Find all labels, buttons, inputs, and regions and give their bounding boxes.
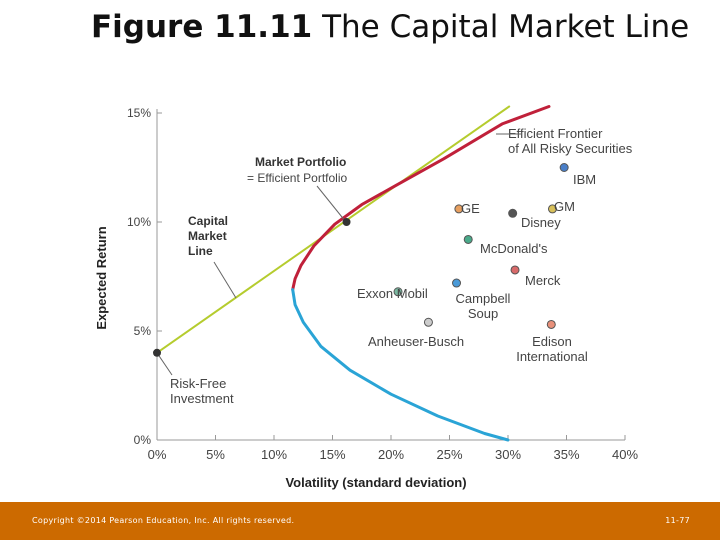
ibm-label-line-1: IBM: [573, 172, 596, 187]
cml-leader-line: [213, 261, 237, 299]
capital-market-line-chart: 0% 5% 10% 15% 20% 25% 30% 35% 40% 0% 5% 10% 15% Volat…: [94, 105, 638, 490]
x-tick-label: 5%: [206, 447, 225, 462]
x-tick-label: 20%: [378, 447, 404, 462]
disney-label-line-1: Disney: [521, 215, 561, 230]
campbell-soup-point: [452, 278, 462, 288]
efficient-frontier-line: [291, 105, 551, 292]
y-tick-label: 10%: [127, 215, 151, 229]
ge-point: [454, 204, 464, 214]
x-tick-label: 10%: [261, 447, 287, 462]
edison-international-point: [546, 319, 556, 329]
figure-number: Figure 11.11: [91, 9, 313, 45]
capital-market-line: [156, 105, 511, 354]
anheuser-busch-point: [423, 317, 433, 327]
x-tick-label: 0%: [148, 447, 167, 462]
market-portfolio-label-line-1: Market Portfolio: [255, 155, 346, 169]
edison-international-label-line-2: International: [516, 349, 588, 364]
campbell-soup-label-line-1: Campbell: [456, 291, 511, 306]
anheuser-busch-label-line-1: Anheuser-Busch: [368, 334, 464, 349]
merck-point: [510, 265, 520, 275]
x-tick-label: 15%: [319, 447, 345, 462]
copyright-text: Copyright ©2014 Pearson Education, Inc. …: [32, 516, 295, 525]
market-portfolio-point: [342, 218, 351, 226]
merck-label-line-1: Merck: [525, 273, 561, 288]
exxon-mobil-label-line-1: Exxon Mobil: [357, 286, 428, 301]
y-tick-label: 0%: [134, 433, 152, 447]
risk-free-leader-line: [158, 355, 173, 376]
efficient-frontier-label-line-2: of All Risky Securities: [508, 141, 633, 156]
y-tick-label: 15%: [127, 106, 151, 120]
risk-free-label-line-2: Investment: [170, 391, 234, 406]
risk-free-label-line-1: Risk-Free: [170, 376, 226, 391]
market-portfolio-leader-line: [316, 185, 344, 220]
risk-free-point: [153, 348, 161, 357]
inefficient-frontier-line: [291, 288, 510, 442]
x-tick-label: 40%: [612, 447, 638, 462]
slide-title: Figure 11.11 The Capital Market Line: [91, 8, 691, 46]
edison-international-label-line-1: Edison: [532, 334, 572, 349]
y-tick-label: 5%: [134, 324, 152, 338]
mcdonald-s-label-line-1: McDonald's: [480, 241, 548, 256]
ge-label-line-1: GE: [461, 201, 480, 216]
x-tick-label: 30%: [495, 447, 521, 462]
market-portfolio-label-line-2: = Efficient Portfolio: [247, 171, 347, 185]
page-number: 11-77: [665, 516, 690, 525]
slide-footer: Copyright ©2014 Pearson Education, Inc. …: [0, 502, 720, 540]
figure-title: The Capital Market Line: [322, 9, 690, 45]
campbell-soup-label-line-2: Soup: [468, 306, 498, 321]
mcdonald-s-point: [463, 234, 473, 244]
cml-label-line-3: Line: [188, 244, 213, 258]
gm-label-line-1: GM: [554, 199, 575, 214]
cml-label-line-1: Capital: [188, 214, 228, 228]
cml-label-line-2: Market: [188, 229, 227, 243]
ibm-point: [559, 163, 569, 172]
x-tick-label: 25%: [436, 447, 462, 462]
efficient-frontier-label-line-1: Efficient Frontier: [508, 126, 603, 141]
x-tick-label: 35%: [553, 447, 579, 462]
y-axis-title: Expected Return: [94, 226, 109, 329]
gm-point: [547, 204, 557, 214]
x-axis-title: Volatility (standard deviation): [285, 475, 466, 490]
exxon-mobil-point: [393, 287, 403, 297]
disney-point: [508, 208, 518, 218]
